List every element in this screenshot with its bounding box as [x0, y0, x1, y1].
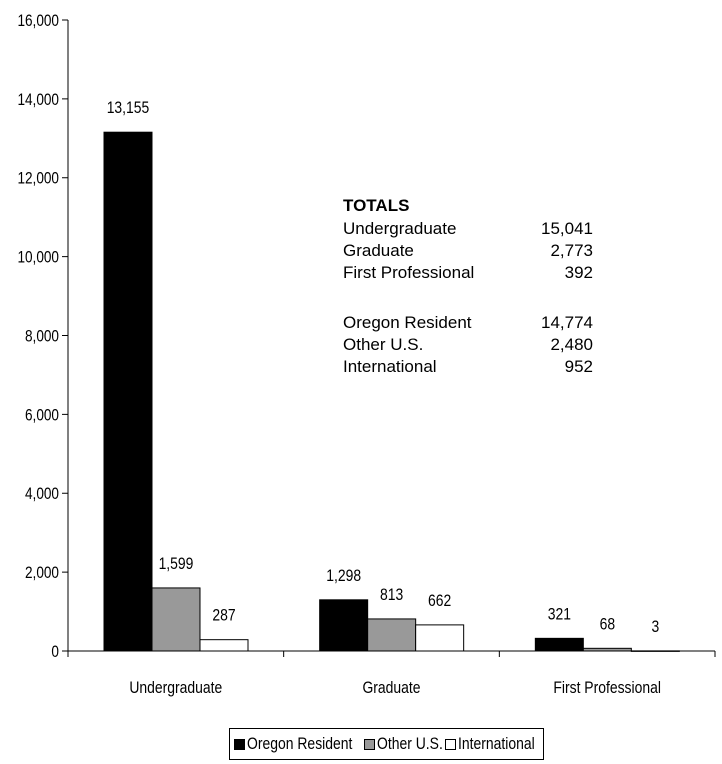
totals-value: 392: [565, 263, 593, 282]
y-tick-label: 12,000: [17, 169, 59, 188]
y-axis-ticks: 0 2,000 4,000 6,000 8,000 10,000 12,000 14,000 1…: [17, 12, 68, 662]
totals-label: Undergraduate: [343, 219, 456, 238]
legend-item-international: International: [444, 734, 536, 754]
legend-label: International: [457, 734, 535, 753]
y-tick-label: 14,000: [17, 91, 59, 110]
category-label: First Professional: [553, 679, 661, 698]
y-tick-label: 4,000: [25, 485, 59, 504]
data-label: 1,298: [326, 567, 361, 586]
totals-value: 2,480: [550, 335, 593, 354]
totals-value: 952: [565, 357, 593, 376]
totals-label: Graduate: [343, 241, 414, 260]
totals-label: Other U.S.: [343, 335, 423, 354]
totals-heading: TOTALS: [343, 196, 409, 215]
totals-label: First Professional: [343, 263, 474, 282]
totals-value: 14,774: [541, 313, 593, 332]
totals-annotation: TOTALS Undergraduate 15,041 Graduate 2,773 Fi…: [343, 196, 593, 376]
data-labels: 13,155 1,599 287 1,298 813 662 321 68 3: [107, 99, 660, 636]
bar-oregon-resident-first-professional: [534, 637, 584, 652]
y-tick-label: 0: [51, 643, 59, 662]
bar-international-graduate: [415, 624, 465, 652]
legend-swatch: [234, 738, 245, 750]
totals-label: International: [343, 357, 437, 376]
legend-swatch: [363, 738, 375, 750]
y-tick-label: 8,000: [25, 327, 59, 346]
category-label: Undergraduate: [129, 679, 222, 698]
bar-other-u-s--first-professional: [582, 647, 632, 652]
totals-value: 15,041: [541, 219, 593, 238]
data-label: 3: [651, 618, 659, 637]
bar-oregon-resident-graduate: [319, 599, 369, 652]
y-tick-label: 10,000: [17, 248, 59, 267]
totals-label: Oregon Resident: [343, 313, 472, 332]
category-labels: Undergraduate Graduate First Professional: [129, 679, 661, 698]
data-label: 321: [548, 605, 571, 624]
enrollment-bar-chart: 0 2,000 4,000 6,000 8,000 10,000 12,000 14,000 1…: [17, 12, 716, 698]
y-tick-label: 6,000: [25, 406, 59, 425]
data-label: 13,155: [107, 99, 150, 118]
legend-item-other-us: Other U.S.: [363, 734, 443, 754]
legend-swatch: [444, 738, 456, 750]
bar-international-first-professional: [630, 650, 680, 652]
legend-label: Oregon Resident: [247, 734, 353, 753]
bar-oregon-resident-undergraduate: [103, 131, 153, 652]
bars: [103, 131, 680, 652]
bar-other-u-s--undergraduate: [151, 587, 201, 652]
category-label: Graduate: [362, 679, 420, 698]
y-tick-label: 2,000: [25, 564, 59, 583]
data-label: 68: [600, 615, 615, 634]
data-label: 287: [212, 606, 235, 625]
totals-value: 2,773: [550, 241, 593, 260]
y-tick-label: 16,000: [17, 12, 59, 31]
legend: Oregon Resident Other U.S. International: [229, 728, 545, 760]
bar-international-undergraduate: [199, 639, 249, 652]
data-label: 662: [428, 592, 451, 611]
legend-item-oregon-resident: Oregon Resident: [234, 734, 360, 754]
data-label: 1,599: [159, 555, 194, 574]
legend-label: Other U.S.: [376, 734, 443, 753]
bar-other-u-s--graduate: [367, 618, 417, 652]
data-label: 813: [380, 586, 403, 605]
